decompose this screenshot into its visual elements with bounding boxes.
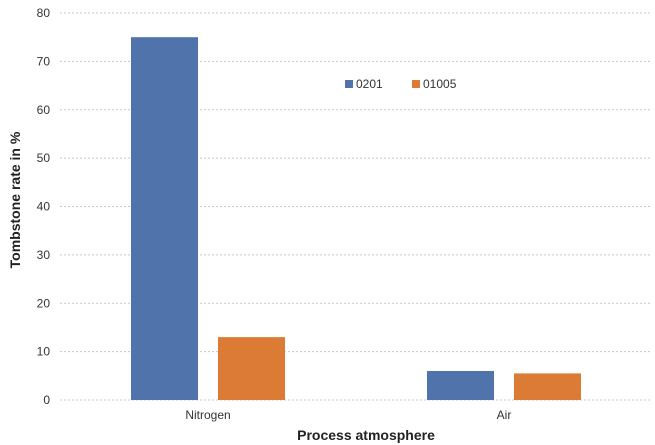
bar-0201-air	[427, 370, 494, 400]
bar-01005-air	[514, 373, 581, 400]
y-axis-title: Tombstone rate in %	[7, 131, 23, 268]
x-axis-ticks: Nitrogen Air	[185, 408, 511, 422]
legend: 0201 01005	[345, 77, 457, 91]
y-axis-ticks: 0 10 20 30 40 50 60 70 80	[37, 6, 51, 407]
gridlines	[60, 12, 652, 401]
x-tick-label: Air	[497, 408, 512, 422]
y-tick-label: 10	[37, 345, 51, 359]
x-axis-title: Process atmosphere	[297, 427, 435, 443]
y-tick-label: 0	[43, 393, 50, 407]
bar-0201-nitrogen	[131, 37, 198, 400]
legend-swatch-0201	[345, 80, 353, 88]
legend-label-0201: 0201	[356, 77, 383, 91]
bars	[131, 37, 581, 400]
legend-swatch-01005	[412, 80, 420, 88]
y-tick-label: 80	[37, 6, 51, 20]
y-tick-label: 40	[37, 200, 51, 214]
legend-label-01005: 01005	[423, 77, 457, 91]
y-tick-label: 20	[37, 296, 51, 310]
y-tick-label: 50	[37, 151, 51, 165]
bar-01005-nitrogen	[218, 337, 285, 400]
y-tick-label: 30	[37, 248, 51, 262]
y-tick-label: 60	[37, 103, 51, 117]
x-tick-label: Nitrogen	[185, 408, 230, 422]
y-tick-label: 70	[37, 54, 51, 68]
